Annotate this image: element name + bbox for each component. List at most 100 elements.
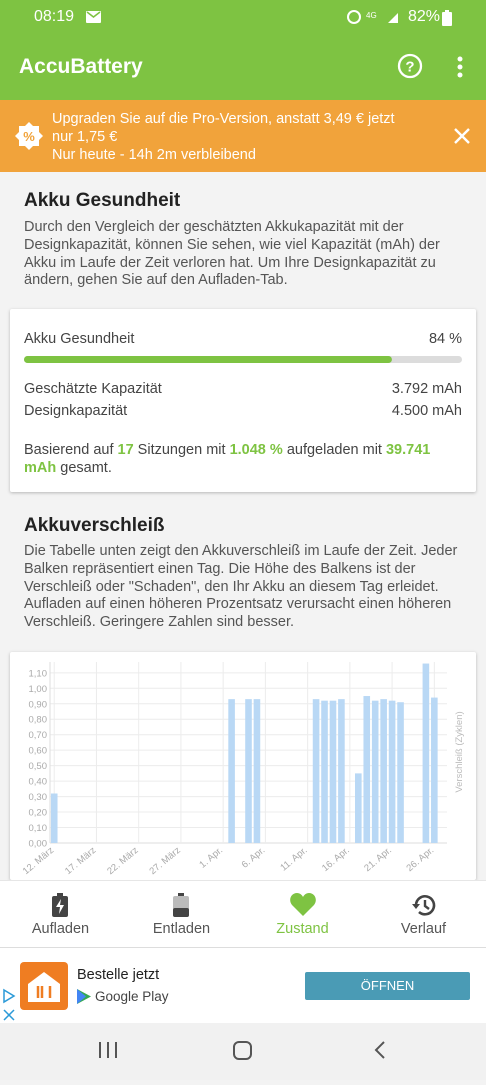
bar — [371, 700, 379, 843]
battery-icon — [442, 10, 452, 26]
bar — [388, 700, 396, 843]
ad-store: Google Play — [95, 989, 169, 1004]
y-tick-label: 0,70 — [29, 730, 48, 741]
ad-choices[interactable] — [2, 988, 16, 1022]
chart-card: 0,00 0,10 0,20 0,30 0,40 0,50 0,60 0,70 0,80 0,90… — [10, 652, 476, 880]
design-label: Designkapazität — [24, 403, 128, 419]
x-tick-label: 27. März — [147, 845, 183, 877]
summary-value: 39.741 mAh — [24, 442, 431, 476]
summary-text: aufgeladen mit — [282, 442, 386, 458]
y-tick-label: 1,10 — [29, 668, 48, 679]
health-label: Akku Gesundheit — [24, 331, 135, 347]
tab-icon — [173, 893, 189, 917]
x-tick-label: 21. Apr. — [362, 845, 394, 874]
tab-label: Entladen — [152, 921, 211, 937]
svg-text:4G: 4G — [366, 11, 377, 20]
battery-level: 82% — [408, 8, 441, 25]
bar — [253, 699, 261, 843]
close-button[interactable] — [453, 127, 471, 145]
play-icon — [77, 989, 91, 1004]
bar — [380, 699, 387, 843]
ad-title: Bestelle jetzt — [77, 967, 160, 983]
tab-label: Zustand — [276, 921, 329, 937]
y-tick-label: 0,90 — [29, 699, 48, 710]
bottom-nav: Aufladen Entladen Zustand Verlauf — [0, 880, 486, 947]
bar — [329, 700, 337, 843]
help-button[interactable]: ? — [397, 53, 423, 79]
y-tick-label: 0,30 — [29, 792, 48, 803]
system-nav — [0, 1023, 486, 1080]
svg-text:%: % — [23, 129, 35, 144]
y-tick-label: 0,00 — [29, 839, 48, 850]
summary: Basierend auf 17 Sitzungen mit 1.048 % a… — [24, 441, 454, 477]
tab-icon — [290, 893, 316, 916]
status-icons: 4G — [347, 10, 398, 24]
status-bar: 08:19 4G 82% — [0, 0, 486, 33]
promo-icon: % — [15, 122, 43, 150]
y-tick-label: 0,10 — [29, 823, 48, 834]
mail-icon — [86, 11, 101, 23]
tab-icon — [412, 895, 436, 916]
ad-banner[interactable]: Bestelle jetzt Google Play ÖFFNEN — [0, 947, 486, 1024]
health-percent: 84 % — [428, 331, 462, 347]
bar — [355, 773, 362, 843]
bar — [422, 663, 430, 843]
bar — [312, 699, 320, 843]
tab-label: Verlauf — [400, 921, 447, 937]
progress-fill — [24, 356, 392, 363]
bar — [50, 793, 58, 843]
capacity-label: Geschätzte Kapazität — [24, 381, 162, 397]
x-tick-label: 22. März — [105, 845, 141, 877]
bar — [431, 697, 438, 843]
section-text: Die Tabelle unten zeigt den Akkuverschle… — [24, 543, 458, 631]
x-tick-label: 26. Apr. — [404, 845, 436, 874]
health-progress — [24, 356, 462, 363]
promo-remaining: Nur heute - 14h 2m verbleibend — [52, 147, 256, 163]
summary-text: Basierend auf — [24, 442, 118, 458]
design-value: 4.500 mAh — [391, 403, 462, 419]
svg-text:?: ? — [405, 59, 414, 76]
y-tick-label: 0,20 — [29, 808, 48, 819]
summary-value: 17 — [117, 442, 134, 458]
x-tick-label: 11. Apr. — [278, 845, 309, 874]
chart: 0,00 0,10 0,20 0,30 0,40 0,50 0,60 0,70 0,80 0,90… — [21, 662, 465, 877]
x-tick-label: 17. März — [63, 845, 99, 877]
tab-label: Aufladen — [31, 921, 90, 937]
bar — [245, 699, 252, 843]
bar — [321, 700, 328, 843]
y-tick-label: 0,80 — [29, 715, 48, 726]
bar — [397, 702, 404, 843]
y-tick-label: 0,60 — [29, 746, 48, 757]
y-tick-label: 1,00 — [29, 684, 48, 695]
promo-text: Upgraden Sie auf die Pro-Version, anstat… — [52, 111, 395, 145]
y-axis-title: Verschleiß (Zyklen) — [454, 711, 465, 792]
ad-button[interactable]: ÖFFNEN — [305, 972, 470, 1000]
x-tick-label: 12. März — [21, 845, 57, 877]
section-title: Akkuverschleiß — [24, 515, 165, 536]
app-title: AccuBattery — [19, 55, 143, 78]
health-card: Akku Gesundheit 84 % Geschätzte Kapazitä… — [10, 309, 476, 492]
summary-text: Sitzungen mit — [133, 442, 230, 458]
tab[interactable]: Verlauf — [363, 881, 484, 947]
section-text: Durch den Vergleich der geschätzten Akku… — [24, 219, 440, 289]
tab-icon — [52, 893, 68, 917]
x-tick-label: 1. Apr. — [197, 845, 225, 871]
clock: 08:19 — [34, 8, 75, 25]
capacity-value: 3.792 mAh — [391, 381, 462, 397]
ad-logo — [20, 962, 68, 1010]
bar — [363, 696, 371, 843]
tab[interactable]: Zustand — [242, 881, 363, 947]
menu-button[interactable] — [454, 55, 466, 79]
y-tick-label: 0,50 — [29, 761, 48, 772]
summary-text: gesamt. — [56, 460, 112, 476]
summary-value: 1.048 % — [229, 442, 283, 458]
bar — [228, 699, 235, 843]
section-title: Akku Gesundheit — [24, 190, 181, 211]
promo-banner[interactable]: % Upgraden Sie auf die Pro-Version, anst… — [0, 100, 486, 172]
tab[interactable]: Aufladen — [0, 881, 121, 947]
x-tick-label: 6. Apr. — [240, 845, 268, 871]
tab[interactable]: Entladen — [121, 881, 242, 947]
system-buttons — [99, 1041, 385, 1060]
